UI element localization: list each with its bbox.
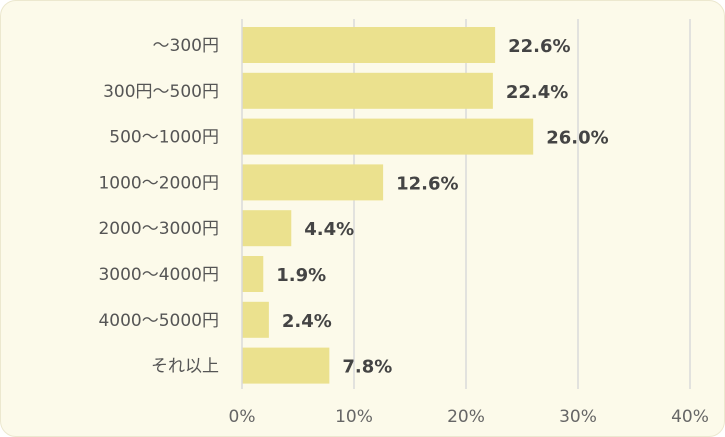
x-tick-label: 0%: [229, 407, 256, 427]
bar: [242, 164, 384, 201]
bar: [242, 256, 264, 292]
bar: [242, 27, 496, 63]
category-label: 500〜1000円: [109, 128, 219, 148]
data-label: 12.6%: [396, 173, 458, 194]
category-label: 3000〜4000円: [98, 265, 219, 285]
category-label: 1000〜2000円: [98, 173, 219, 193]
data-label: 7.8%: [342, 357, 392, 378]
x-tick-label: 10%: [335, 407, 373, 427]
bar: [242, 301, 269, 338]
x-tick-label: 20%: [447, 407, 485, 427]
category-label: 〜300円: [153, 36, 219, 56]
category-label: それ以上: [151, 357, 219, 377]
category-label: 300円〜500円: [103, 82, 219, 102]
bar: [242, 72, 493, 109]
data-label: 22.6%: [508, 36, 570, 57]
bar: [242, 118, 534, 155]
data-label: 2.4%: [282, 311, 332, 332]
x-tick-label: 30%: [559, 407, 597, 427]
data-label: 26.0%: [546, 128, 608, 149]
bar: [242, 347, 330, 384]
x-tick-label: 40%: [671, 407, 709, 427]
data-label: 22.4%: [506, 82, 568, 103]
data-label: 1.9%: [276, 265, 326, 286]
category-label: 2000〜3000円: [98, 219, 219, 239]
data-label: 4.4%: [304, 219, 354, 240]
bar: [242, 210, 292, 247]
category-label: 4000〜5000円: [98, 311, 219, 331]
